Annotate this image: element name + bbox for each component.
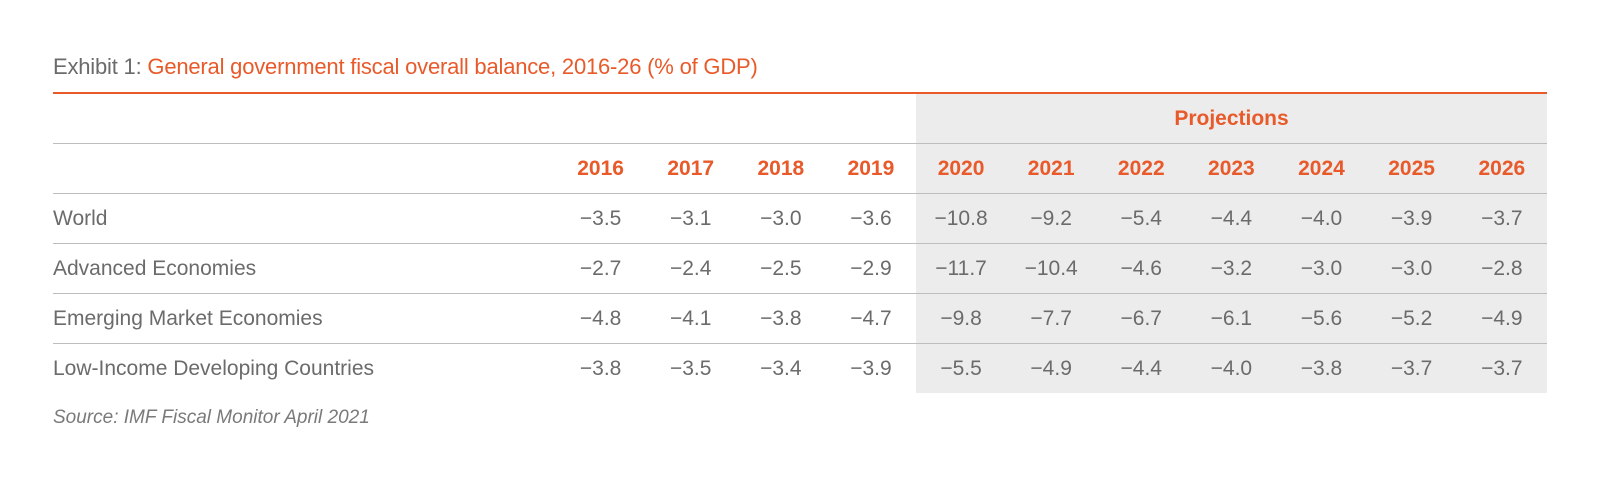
row-label: Advanced Economies [53, 243, 556, 294]
year-header: 2016 [555, 143, 646, 194]
year-header: 2018 [735, 143, 826, 194]
blank-header-cell [53, 94, 916, 144]
table-cell: −7.7 [1006, 293, 1097, 344]
table-cell: −9.2 [1006, 193, 1097, 244]
table-cell: −3.6 [825, 193, 916, 244]
table-cell: −6.7 [1096, 293, 1187, 344]
table-cell: −5.6 [1276, 293, 1367, 344]
table-cell: −4.4 [1096, 343, 1187, 393]
table-cell: −3.4 [735, 343, 826, 393]
table-cell: −2.8 [1456, 243, 1547, 294]
table-cell: −4.8 [555, 293, 646, 344]
table-row: Advanced Economies −2.7 −2.4 −2.5 −2.9 −11.7−… [53, 243, 1547, 294]
table-cell: −4.6 [1096, 243, 1187, 294]
table-cell: −4.0 [1276, 193, 1367, 244]
year-header: 2021 [1006, 143, 1097, 194]
table-cell: −3.8 [1276, 343, 1367, 393]
table-cell: −5.5 [916, 343, 1007, 393]
table-cell: −10.8 [916, 193, 1007, 244]
table-cell: −3.7 [1456, 343, 1547, 393]
table-cell: −11.7 [916, 243, 1007, 294]
table-cell: −3.1 [645, 193, 736, 244]
fiscal-balance-table: Projections 2016 2017 2018 2019 2020 2021 2022… [53, 94, 1547, 393]
year-header: 2024 [1276, 143, 1367, 194]
table-cell: −4.4 [1186, 193, 1277, 244]
table-cell: −3.0 [1366, 243, 1457, 294]
table-cell: −6.1 [1186, 293, 1277, 344]
table-cell: −4.9 [1456, 293, 1547, 344]
row-label: World [53, 193, 556, 244]
table-cell: −3.0 [1276, 243, 1367, 294]
table-cell: −2.4 [645, 243, 736, 294]
table-cell: −3.2 [1186, 243, 1277, 294]
table-cell: −2.5 [735, 243, 826, 294]
projections-label: Projections [916, 94, 1547, 144]
table-row: World −3.5 −3.1 −3.0 −3.6 −10.8 −9.2 −5.4 −4.4 −4… [53, 193, 1547, 244]
title-rule [53, 92, 1547, 94]
table-cell: −10.4 [1006, 243, 1097, 294]
table-cell: −3.8 [735, 293, 826, 344]
exhibit: Exhibit 1: General government fiscal ove… [53, 52, 1547, 429]
source-note: Source: IMF Fiscal Monitor April 2021 [53, 407, 370, 428]
year-header: 2023 [1186, 143, 1277, 194]
table-cell: −3.7 [1456, 193, 1547, 244]
table-cell: −4.1 [645, 293, 736, 344]
table-cell: −5.2 [1366, 293, 1457, 344]
table-cell: −2.7 [555, 243, 646, 294]
year-header: 2017 [645, 143, 736, 194]
table-cell: −5.4 [1096, 193, 1187, 244]
projections-header-row: Projections [53, 94, 1547, 144]
table-cell: −4.9 [1006, 343, 1097, 393]
table-cell: −3.7 [1366, 343, 1457, 393]
table-cell: −3.9 [825, 343, 916, 393]
table-cell: −3.9 [1366, 193, 1457, 244]
table-row: Low-Income Developing Countries −3.8 −3.5−… [53, 343, 1547, 393]
year-header: 2022 [1096, 143, 1187, 194]
exhibit-number: Exhibit 1: [53, 54, 148, 79]
year-header-row: 2016 2017 2018 2019 2020 2021 2022 2023 2024 2025… [53, 143, 1547, 194]
table-cell: −3.0 [735, 193, 826, 244]
table-cell: −2.9 [825, 243, 916, 294]
table-cell: −4.0 [1186, 343, 1277, 393]
row-label-header [53, 143, 556, 194]
table-row: Emerging Market Economies −4.8 −4.1 −3.8 −4.… [53, 293, 1547, 344]
year-header: 2019 [825, 143, 916, 194]
exhibit-title: Exhibit 1: General government fiscal ove… [53, 52, 1547, 82]
year-header: 2025 [1366, 143, 1457, 194]
table-cell: −4.7 [825, 293, 916, 344]
row-label: Low-Income Developing Countries [53, 343, 556, 393]
year-header: 2026 [1456, 143, 1547, 194]
table-cell: −9.8 [916, 293, 1007, 344]
table-cell: −3.5 [555, 193, 646, 244]
row-label: Emerging Market Economies [53, 293, 556, 344]
table-cell: −3.5 [645, 343, 736, 393]
exhibit-caption: General government fiscal overall balanc… [147, 54, 758, 79]
table-cell: −3.8 [555, 343, 646, 393]
year-header: 2020 [916, 143, 1007, 194]
